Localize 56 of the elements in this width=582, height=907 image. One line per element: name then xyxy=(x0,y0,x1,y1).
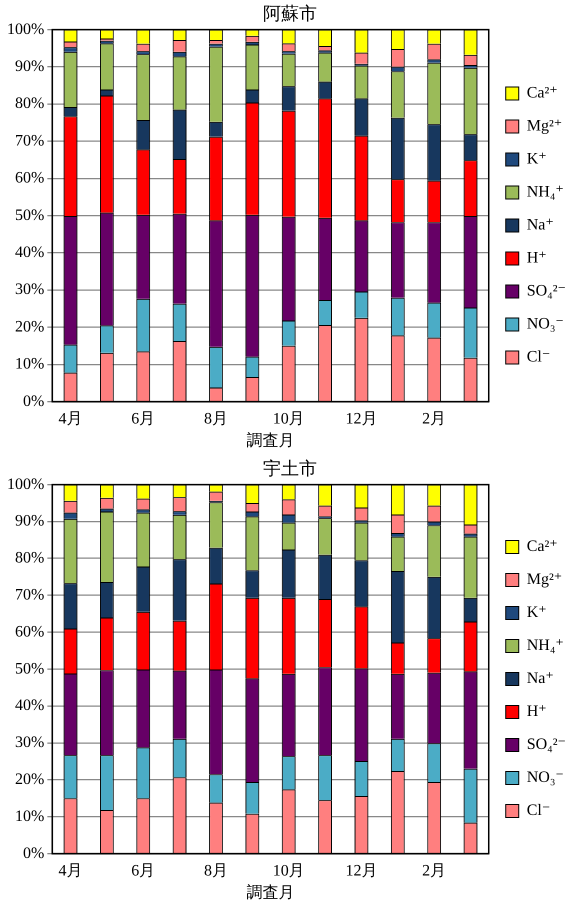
legend-label: K⁺ xyxy=(526,150,547,168)
y-tick-label: 10% xyxy=(15,356,44,373)
legend-label: NO₃⁻ xyxy=(526,769,564,786)
x-tick-label: 10月 xyxy=(272,862,305,880)
legend-label: NH₄⁺ xyxy=(526,184,564,201)
y-tick-label: 80% xyxy=(15,550,44,567)
legend-label: Ca²⁺ xyxy=(526,538,558,556)
y-tick-label: 40% xyxy=(15,697,44,714)
x-axis-title: 調査月 xyxy=(246,884,295,902)
y-tick-label: 40% xyxy=(15,244,44,262)
x-tick-label: 12月 xyxy=(345,410,378,428)
legend-label: SO₄²⁻ xyxy=(526,282,566,300)
legend-label: Ca²⁺ xyxy=(526,84,558,102)
x-tick-label: 2月 xyxy=(422,410,446,428)
legend-label: H⁺ xyxy=(526,703,547,720)
y-tick-label: 50% xyxy=(15,660,44,678)
y-tick-label: 20% xyxy=(15,318,44,336)
x-tick-label: 6月 xyxy=(131,410,156,428)
y-tick-label: 0% xyxy=(23,844,44,862)
legend-label: K⁺ xyxy=(526,604,547,622)
legend-label: Na⁺ xyxy=(526,670,554,688)
x-tick-label: 8月 xyxy=(204,862,228,880)
legend-label: Cl⁻ xyxy=(526,802,550,820)
legend-label: Na⁺ xyxy=(526,216,554,234)
y-tick-label: 90% xyxy=(15,58,44,76)
y-tick-label: 50% xyxy=(15,206,44,224)
y-tick-label: 70% xyxy=(15,586,44,604)
y-tick-label: 70% xyxy=(15,132,44,150)
y-tick-label: 60% xyxy=(15,623,44,640)
y-tick-label: 10% xyxy=(15,808,44,825)
legend-label: Cl⁻ xyxy=(526,348,550,366)
x-tick-label: 8月 xyxy=(204,410,228,428)
y-tick-label: 100% xyxy=(7,20,44,38)
y-tick-label: 30% xyxy=(15,281,44,298)
legend-label: H⁺ xyxy=(526,250,547,267)
x-tick-label: 6月 xyxy=(131,862,156,880)
x-tick-label: 12月 xyxy=(345,862,378,880)
chart-title: 阿蘇市 xyxy=(263,4,317,24)
x-tick-label: 10月 xyxy=(272,410,305,428)
chart-title: 宇土市 xyxy=(263,458,317,479)
legend-label: NO₃⁻ xyxy=(526,316,564,333)
y-tick-label: 20% xyxy=(15,771,44,788)
legend-label: NH₄⁺ xyxy=(526,637,564,654)
y-tick-label: 80% xyxy=(15,95,44,112)
y-tick-label: 30% xyxy=(15,734,44,752)
y-tick-label: 90% xyxy=(15,512,44,530)
x-tick-label: 2月 xyxy=(422,862,446,880)
legend-label: Mg²⁺ xyxy=(526,118,562,135)
x-axis-title: 調査月 xyxy=(246,432,295,450)
y-tick-label: 60% xyxy=(15,170,44,187)
legend-label: Mg²⁺ xyxy=(526,571,562,588)
legend-label: SO₄²⁻ xyxy=(526,736,566,754)
x-tick-label: 4月 xyxy=(58,410,83,428)
y-tick-label: 0% xyxy=(23,392,44,410)
x-tick-label: 4月 xyxy=(58,862,83,880)
y-tick-label: 100% xyxy=(7,476,44,493)
